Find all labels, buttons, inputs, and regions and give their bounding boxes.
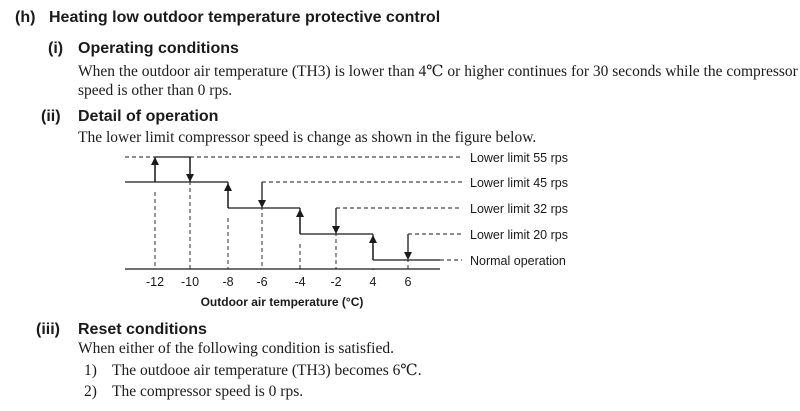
chart-tick-label: -6 [256, 275, 267, 289]
chart-tick-label: 4 [370, 275, 377, 289]
chart-tick-label: -2 [330, 275, 341, 289]
chart-level-label: Lower limit 32 rps [470, 202, 568, 216]
operating-conditions-line1: When the outdoor air temperature (TH3) i… [78, 63, 798, 80]
chart-up-arrow-head [224, 183, 232, 191]
chart-tick-label: -4 [294, 275, 305, 289]
chart-level-labels: Lower limit 55 rps Lower limit 45 rps Lowe… [470, 151, 568, 268]
chart-step-lines [125, 156, 440, 270]
chart-tick-label: -10 [181, 275, 199, 289]
chart-down-arrow-head [258, 200, 266, 208]
chart-arrows [151, 157, 412, 260]
reset-text: When either of the following condition i… [78, 340, 394, 357]
chart-up-arrow-head [151, 157, 159, 165]
chart-x-axis-label: Outdoor air temperature (°C) [201, 295, 364, 309]
reset-item-2-num: 2) [84, 383, 97, 400]
reset-item-1-num: 1) [84, 362, 97, 379]
chart-dashed-guides [125, 156, 462, 270]
section-marker: (h) [15, 9, 36, 26]
reset-marker: (iii) [36, 321, 60, 338]
chart-level-label: Normal operation [470, 254, 566, 268]
reset-item-2-text: The compressor speed is 0 rps. [112, 383, 304, 400]
detail-heading: Detail of operation [78, 108, 219, 125]
operating-conditions-marker: (i) [48, 40, 64, 57]
chart-tick-label: 6 [405, 275, 412, 289]
chart-down-arrow-head [332, 226, 340, 234]
chart-tick-label: -12 [146, 275, 164, 289]
section-title: Heating low outdoor temperature protecti… [49, 9, 441, 26]
chart-level-label: Lower limit 55 rps [470, 151, 568, 165]
chart-up-arrow-head [296, 209, 304, 217]
reset-heading: Reset conditions [78, 321, 207, 338]
operating-conditions-line2: speed is other than 0 rps. [78, 82, 233, 99]
chart-down-arrow-head [404, 252, 412, 260]
chart-tick-labels: -12 -10 -8 -6 -4 -2 4 6 [146, 275, 412, 289]
reset-item-1-text: The outdooe air temperature (TH3) become… [112, 362, 422, 379]
chart-tick-label: -8 [222, 275, 233, 289]
chart-level-label: Lower limit 20 rps [470, 228, 568, 242]
detail-marker: (ii) [41, 108, 61, 125]
operating-conditions-heading: Operating conditions [78, 40, 239, 57]
chart-up-arrow-head [369, 235, 377, 243]
chart-level-label: Lower limit 45 rps [470, 176, 568, 190]
detail-text: The lower limit compressor speed is chan… [78, 129, 537, 146]
chart-down-arrow-head [186, 174, 194, 182]
